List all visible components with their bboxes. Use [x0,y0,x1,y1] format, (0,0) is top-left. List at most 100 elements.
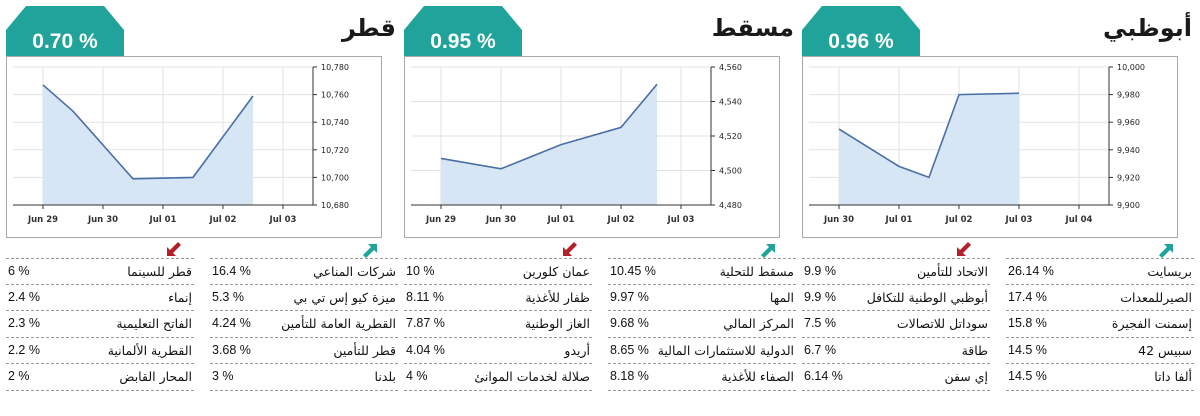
list-item: مسقط للتحلية 10.45 % [608,258,796,285]
stock-change: 26.14 % [1008,264,1054,278]
stock-name: الصيرللمعدات [1120,289,1192,305]
chart-qatar: 10,680 10,700 10,720 10,740 10,760 10,780 Jun … [6,56,382,238]
x-tick-label: Jul 03 [269,215,297,225]
stock-change: 8.65 % [610,342,649,357]
stock-change: 10.45 % [610,264,656,278]
list-item: الاتحاد للتأمين 9.9 % [802,258,990,285]
y-tick-label: 4,480 [719,201,742,210]
x-tick-label: Jul 02 [607,215,635,225]
change-badge: 0.96 % [802,6,920,58]
chart-svg: 4,480 4,500 4,520 4,540 4,560 Jun 29 Jun 30 Jul… [411,63,742,225]
stock-change: 8.18 % [610,369,649,383]
gainers-list: بريسايت 26.14 % الصيرللمعدات 17.4 % إسمنت … [1006,258,1194,391]
x-tick-label: Jul 01 [149,215,177,225]
list-item: ميزة كيو إس تي بي 5.3 % [210,285,398,311]
badge-shape [802,6,920,58]
series-line [42,84,254,180]
y-tick-label: 9,920 [1117,173,1140,182]
stock-change: 2.4 % [8,289,40,304]
x-tick-label: Jul 01 [885,215,913,225]
list-item: المها 9.97 % [608,285,796,311]
x-tick-label: Jun 30 [87,215,118,225]
stock-name: الصفاء للأغذية [721,369,794,384]
change-value: 0.96 % [828,30,894,53]
stock-change: 2.3 % [8,316,40,330]
x-tick-label: Jul 02 [209,215,237,225]
list-item: بلدنا 3 % [210,364,398,391]
list-item: ظفار للأغذية 8.11 % [404,285,592,311]
gainers-list: شركات المناعي 16.4 % ميزة كيو إس تي بي 5.3… [210,258,398,391]
change-value: 0.95 % [430,30,496,53]
area-fill [839,93,1019,205]
list-item: الفاتح التعليمية 2.3 % [6,311,194,338]
chart-abudhabi: 9,900 9,920 9,940 9,960 9,980 10,000 Jun 30 Jul… [802,56,1178,238]
stock-change: 10 % [406,264,435,278]
market-panel-qatar: 0.70 % قطر 10,680 10,700 10,720 10,740 10,76… [6,0,398,416]
y-tick-label: 10,000 [1117,63,1145,72]
list-item: أبوظبي الوطنية للتكافل 9.9 % [802,285,990,311]
stock-name: ظفار للأغذية [525,289,590,305]
stock-name: الفاتح التعليمية [116,316,192,331]
stock-change: 5.3 % [212,289,244,304]
list-item: المحار القابض 2 % [6,364,194,391]
list-item: سوداتل للاتصالات 7.5 % [802,311,990,338]
down-arrow-icon [164,241,182,259]
stock-name: الدولية للاستثمارات المالية [657,342,794,358]
down-arrow-icon [954,241,972,259]
chart-muscat: 4,480 4,500 4,520 4,540 4,560 Jun 29 Jun 30 Jul… [404,56,780,238]
list-item: الصفاء للأغذية 8.18 % [608,364,796,391]
x-tick-label: Jun 29 [425,215,456,225]
y-tick-label: 4,540 [719,98,742,107]
y-tick-label: 9,940 [1117,146,1140,155]
stock-name: الاتحاد للتأمين [916,264,988,279]
y-tick-label: 9,960 [1117,118,1140,127]
stock-change: 9.9 % [804,264,836,278]
stock-change: 4.04 % [406,342,445,357]
badge-shape [404,6,522,58]
stock-name: إسمنت الفجيرة [1111,316,1192,331]
stock-name: أريدو [564,342,590,358]
stock-name: المحار القابض [119,369,192,384]
stock-name: سبيس 42 [1138,342,1192,358]
change-badge: 0.70 % [6,6,124,58]
series-line [838,92,1020,179]
chart-svg: 9,900 9,920 9,940 9,960 9,980 10,000 Jun 30 Jul… [809,63,1145,225]
stock-change: 2 % [8,369,30,383]
stock-name: المركز المالي [723,316,794,331]
list-item: القطرية الألمانية 2.2 % [6,338,194,364]
y-tick-label: 10,740 [321,118,349,127]
stock-change: 9.97 % [610,289,649,304]
list-item: قطر للتأمين 3.68 % [210,338,398,364]
stock-name: القطرية العامة للتأمين [281,316,396,331]
list-item: قطر للسينما 6 % [6,258,194,285]
down-arrow-icon [560,241,578,259]
stock-name: صلالة لخدمات الموانئ [474,369,590,384]
y-tick-label: 10,760 [321,91,349,100]
up-arrow-icon [362,241,380,259]
up-arrow-icon [760,241,778,259]
gainers-list: مسقط للتحلية 10.45 % المها 9.97 % المركز ا… [608,258,796,391]
y-tick-label: 10,720 [321,146,349,155]
stock-name: مسقط للتحلية [719,264,794,279]
area-fill [441,84,657,205]
y-tick-label: 9,900 [1117,201,1140,210]
x-tick-label: Jul 01 [547,215,575,225]
stock-name: بلدنا [374,369,396,384]
x-tick-label: Jul 02 [945,215,973,225]
market-panel-abudhabi: 0.96 % أبوظبي 9,900 9,920 9,940 9,960 9,980 1… [802,0,1194,416]
stock-change: 4.24 % [212,316,251,330]
chart-svg: 10,680 10,700 10,720 10,740 10,760 10,780 Jun … [13,63,349,225]
stock-name: أبوظبي الوطنية للتكافل [866,289,988,305]
stock-name: المها [769,289,794,305]
losers-list: قطر للسينما 6 % إنماء 2.4 % الفاتح التعليم… [6,258,194,391]
change-value: 0.70 % [32,30,98,53]
list-item: القطرية العامة للتأمين 4.24 % [210,311,398,338]
list-item: الدولية للاستثمارات المالية 8.65 % [608,338,796,364]
list-item: بريسايت 26.14 % [1006,258,1194,285]
stock-change: 14.5 % [1008,342,1047,357]
change-badge: 0.95 % [404,6,522,58]
stock-change: 16.4 % [212,264,251,278]
area-fill [43,84,253,205]
stock-name: شركات المناعي [313,264,396,279]
y-tick-label: 10,680 [321,201,349,210]
